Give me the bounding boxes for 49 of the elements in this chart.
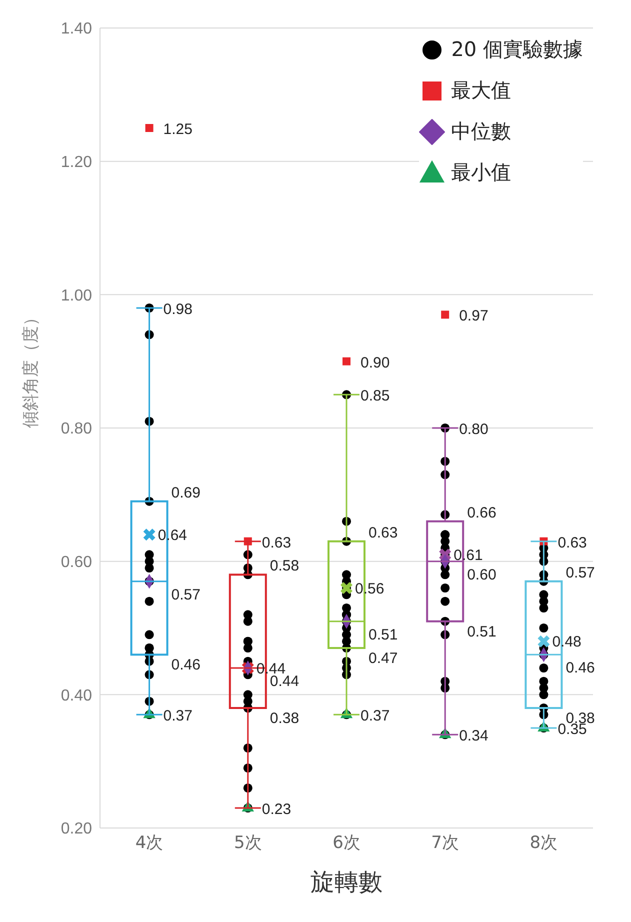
annotation: 0.23 bbox=[262, 801, 292, 818]
annotation: 0.44 bbox=[270, 673, 300, 690]
legend-label: 中位數 bbox=[451, 118, 512, 145]
point bbox=[342, 357, 350, 366]
legend-label: 20 個實驗數據 bbox=[451, 36, 583, 63]
annotation: 0.37 bbox=[163, 708, 193, 725]
y-tick-label: 1.20 bbox=[60, 154, 92, 172]
annotation: 0.34 bbox=[459, 728, 488, 745]
annotation: 0.47 bbox=[368, 650, 398, 667]
point bbox=[143, 528, 156, 541]
point bbox=[145, 124, 154, 132]
x-tick-label: 7次 bbox=[431, 833, 460, 854]
annotation: 0.98 bbox=[163, 301, 193, 318]
annotation: 0.37 bbox=[360, 708, 390, 725]
point bbox=[441, 310, 450, 319]
annotation: 0.38 bbox=[270, 710, 300, 727]
annotation: 0.69 bbox=[171, 484, 201, 502]
annotation: 0.63 bbox=[368, 524, 398, 542]
x-axis-title: 旋轉數 bbox=[310, 868, 382, 896]
y-tick-label: 1.40 bbox=[60, 20, 92, 38]
y-axis-title: 傾斜角度（度） bbox=[21, 309, 42, 428]
annotation: 0.46 bbox=[171, 656, 201, 674]
x-tick-label: 4次 bbox=[135, 833, 164, 854]
annotation: 0.60 bbox=[467, 566, 496, 584]
point bbox=[538, 635, 550, 648]
annotation: 0.66 bbox=[467, 504, 496, 522]
annotation: 0.51 bbox=[368, 626, 398, 644]
annotation: 0.85 bbox=[360, 388, 390, 405]
y-tick-label: 1.00 bbox=[60, 287, 92, 304]
annotation: 0.80 bbox=[459, 421, 488, 438]
x-tick-label: 5次 bbox=[234, 833, 262, 854]
annotation: 0.90 bbox=[360, 354, 390, 372]
y-tick-label: 0.80 bbox=[60, 420, 92, 438]
legend-label: 最小值 bbox=[451, 159, 512, 186]
annotation: 0.51 bbox=[467, 623, 496, 640]
annotation: 1.25 bbox=[163, 121, 193, 138]
annotation: 0.57 bbox=[566, 564, 595, 582]
annotation: 0.58 bbox=[270, 558, 300, 575]
x-tick-label: 8次 bbox=[530, 833, 558, 854]
y-tick-label: 0.60 bbox=[60, 554, 92, 572]
annotation: 0.97 bbox=[459, 308, 488, 325]
x-tick-label: 6次 bbox=[332, 833, 360, 854]
annotation: 0.63 bbox=[262, 534, 292, 552]
annotation: 0.57 bbox=[171, 586, 201, 604]
legend-label: 最大值 bbox=[451, 77, 512, 104]
annotation: 0.63 bbox=[558, 534, 587, 552]
y-tick-label: 0.20 bbox=[60, 820, 92, 838]
annotation: 0.46 bbox=[566, 660, 595, 677]
y-tick-label: 0.40 bbox=[60, 687, 92, 704]
